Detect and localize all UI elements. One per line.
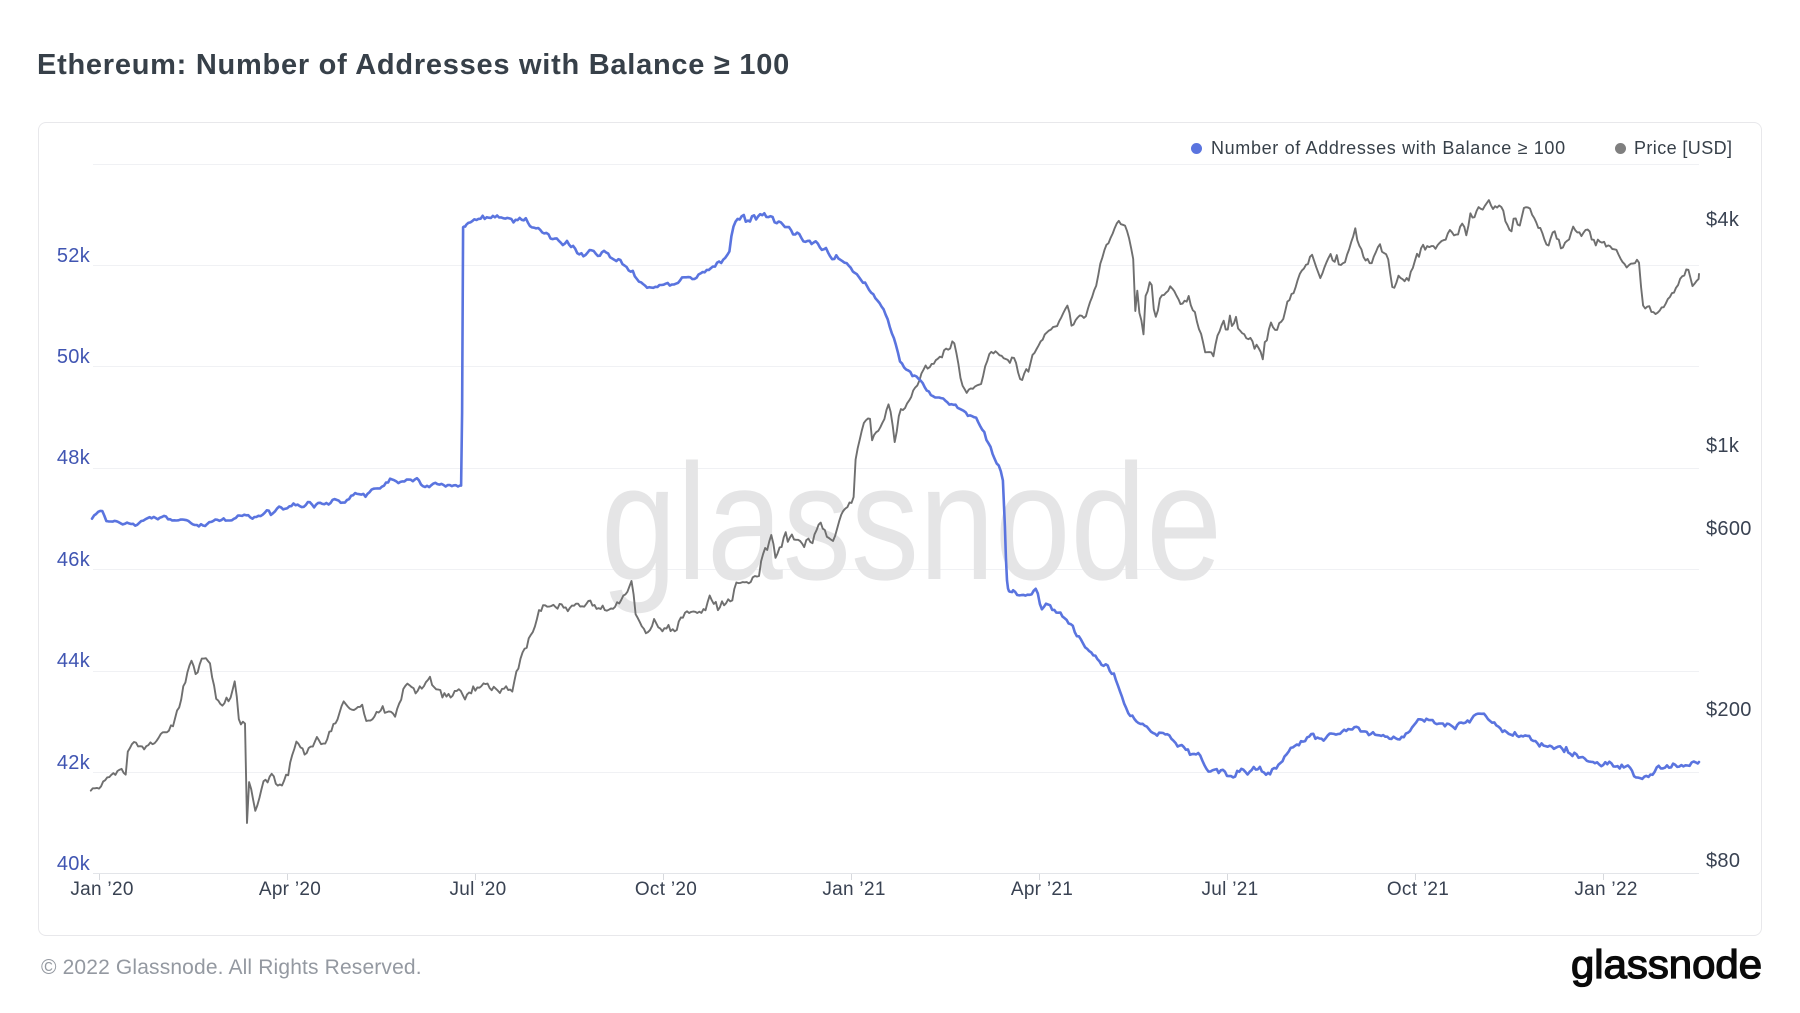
svg-text:glassnode: glassnode [1571,943,1762,987]
svg-text:glassnode: glassnode [601,430,1222,614]
